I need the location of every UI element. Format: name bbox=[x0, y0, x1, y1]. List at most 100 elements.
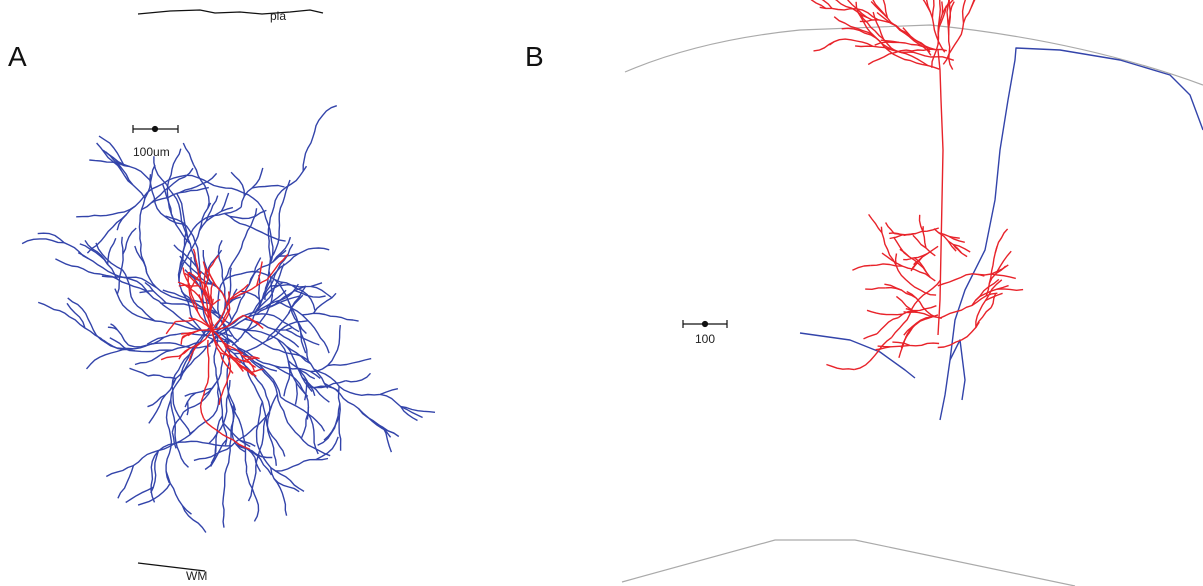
axon bbox=[149, 406, 160, 424]
dendrite bbox=[877, 13, 931, 56]
axon bbox=[38, 302, 69, 317]
scale-label: 100um bbox=[133, 145, 170, 159]
axon bbox=[78, 253, 156, 288]
dendrite bbox=[914, 0, 931, 12]
dendrite bbox=[175, 319, 195, 321]
axon bbox=[223, 380, 234, 528]
dendrite bbox=[876, 347, 891, 350]
axon bbox=[232, 328, 328, 389]
neuron-b bbox=[797, 0, 1203, 420]
dendrite bbox=[938, 274, 985, 286]
dendrite bbox=[864, 334, 878, 339]
axon bbox=[148, 375, 176, 379]
axon bbox=[252, 186, 284, 188]
dendrite bbox=[865, 288, 885, 289]
dendrite bbox=[882, 253, 935, 281]
wm-boundary bbox=[622, 540, 1075, 586]
dendrite bbox=[834, 17, 874, 36]
axon bbox=[183, 143, 193, 165]
pia-boundary bbox=[625, 25, 1203, 85]
axon bbox=[800, 333, 915, 378]
axon bbox=[302, 313, 359, 321]
dendrite bbox=[920, 215, 924, 232]
axon bbox=[130, 368, 149, 376]
axon bbox=[68, 298, 129, 349]
dendrite bbox=[896, 296, 912, 310]
dendrite bbox=[991, 274, 1016, 278]
axon bbox=[148, 395, 166, 407]
dendrite bbox=[886, 223, 895, 234]
axon bbox=[268, 166, 306, 264]
page: A pia 100um WM B 100 (() => { const data… bbox=[0, 0, 1203, 586]
axon bbox=[116, 160, 133, 185]
dendrite bbox=[829, 39, 872, 46]
pia-line bbox=[138, 10, 323, 14]
dendrite bbox=[892, 342, 939, 346]
axon bbox=[940, 48, 1203, 420]
axon bbox=[139, 165, 155, 273]
dendrite bbox=[209, 256, 218, 269]
axon bbox=[87, 215, 126, 254]
axon bbox=[276, 459, 328, 472]
dendrite bbox=[826, 365, 854, 370]
axon bbox=[295, 383, 297, 405]
dendrite bbox=[904, 324, 916, 336]
dendrite bbox=[964, 0, 1002, 23]
axon bbox=[274, 329, 299, 347]
axon bbox=[117, 237, 123, 294]
axon bbox=[234, 321, 308, 354]
axon bbox=[70, 317, 106, 343]
axon bbox=[359, 409, 394, 434]
scale-bar bbox=[133, 125, 178, 133]
dendrite bbox=[881, 314, 903, 315]
dendrite bbox=[894, 234, 915, 235]
axon bbox=[154, 156, 167, 184]
axon bbox=[308, 414, 324, 431]
axon bbox=[230, 210, 267, 218]
scale-label: 100 bbox=[695, 332, 715, 346]
dendrite bbox=[201, 340, 209, 418]
axon bbox=[346, 373, 371, 382]
dendrite bbox=[995, 229, 1007, 253]
dendrite bbox=[971, 0, 981, 8]
dendrite bbox=[854, 337, 892, 369]
figure: A pia 100um WM B 100 bbox=[0, 0, 1203, 586]
dendrite bbox=[161, 356, 179, 359]
axon bbox=[190, 257, 191, 274]
scale-bar bbox=[683, 320, 727, 328]
axon bbox=[281, 397, 309, 414]
panel-label: A bbox=[8, 41, 27, 72]
dendrite bbox=[814, 42, 835, 51]
axon bbox=[172, 323, 213, 435]
axon bbox=[166, 471, 191, 514]
axon bbox=[950, 340, 965, 400]
dendrite bbox=[869, 214, 882, 232]
pia-label: pia bbox=[270, 9, 286, 23]
axon bbox=[22, 239, 64, 244]
axon bbox=[166, 400, 171, 483]
axon bbox=[126, 487, 154, 502]
dendrite bbox=[903, 258, 913, 260]
axon bbox=[67, 303, 85, 328]
axon bbox=[288, 361, 308, 397]
wm-label: WM bbox=[186, 569, 207, 583]
dendrite bbox=[997, 289, 1023, 290]
axon bbox=[241, 168, 263, 207]
panel-label: B bbox=[525, 41, 544, 72]
axon bbox=[311, 286, 332, 297]
axon bbox=[123, 228, 136, 254]
scale-dot bbox=[703, 322, 708, 327]
dendrite bbox=[852, 266, 870, 271]
axon bbox=[246, 472, 258, 521]
axon bbox=[308, 248, 329, 250]
axon bbox=[328, 359, 372, 366]
neuron-a bbox=[22, 106, 435, 533]
scale-dot bbox=[153, 127, 158, 132]
axon bbox=[316, 437, 338, 460]
dendrite bbox=[906, 317, 933, 338]
axon bbox=[231, 349, 330, 455]
axon bbox=[187, 402, 188, 416]
axon bbox=[97, 143, 122, 171]
axon bbox=[271, 468, 287, 516]
dendrite bbox=[940, 293, 998, 318]
